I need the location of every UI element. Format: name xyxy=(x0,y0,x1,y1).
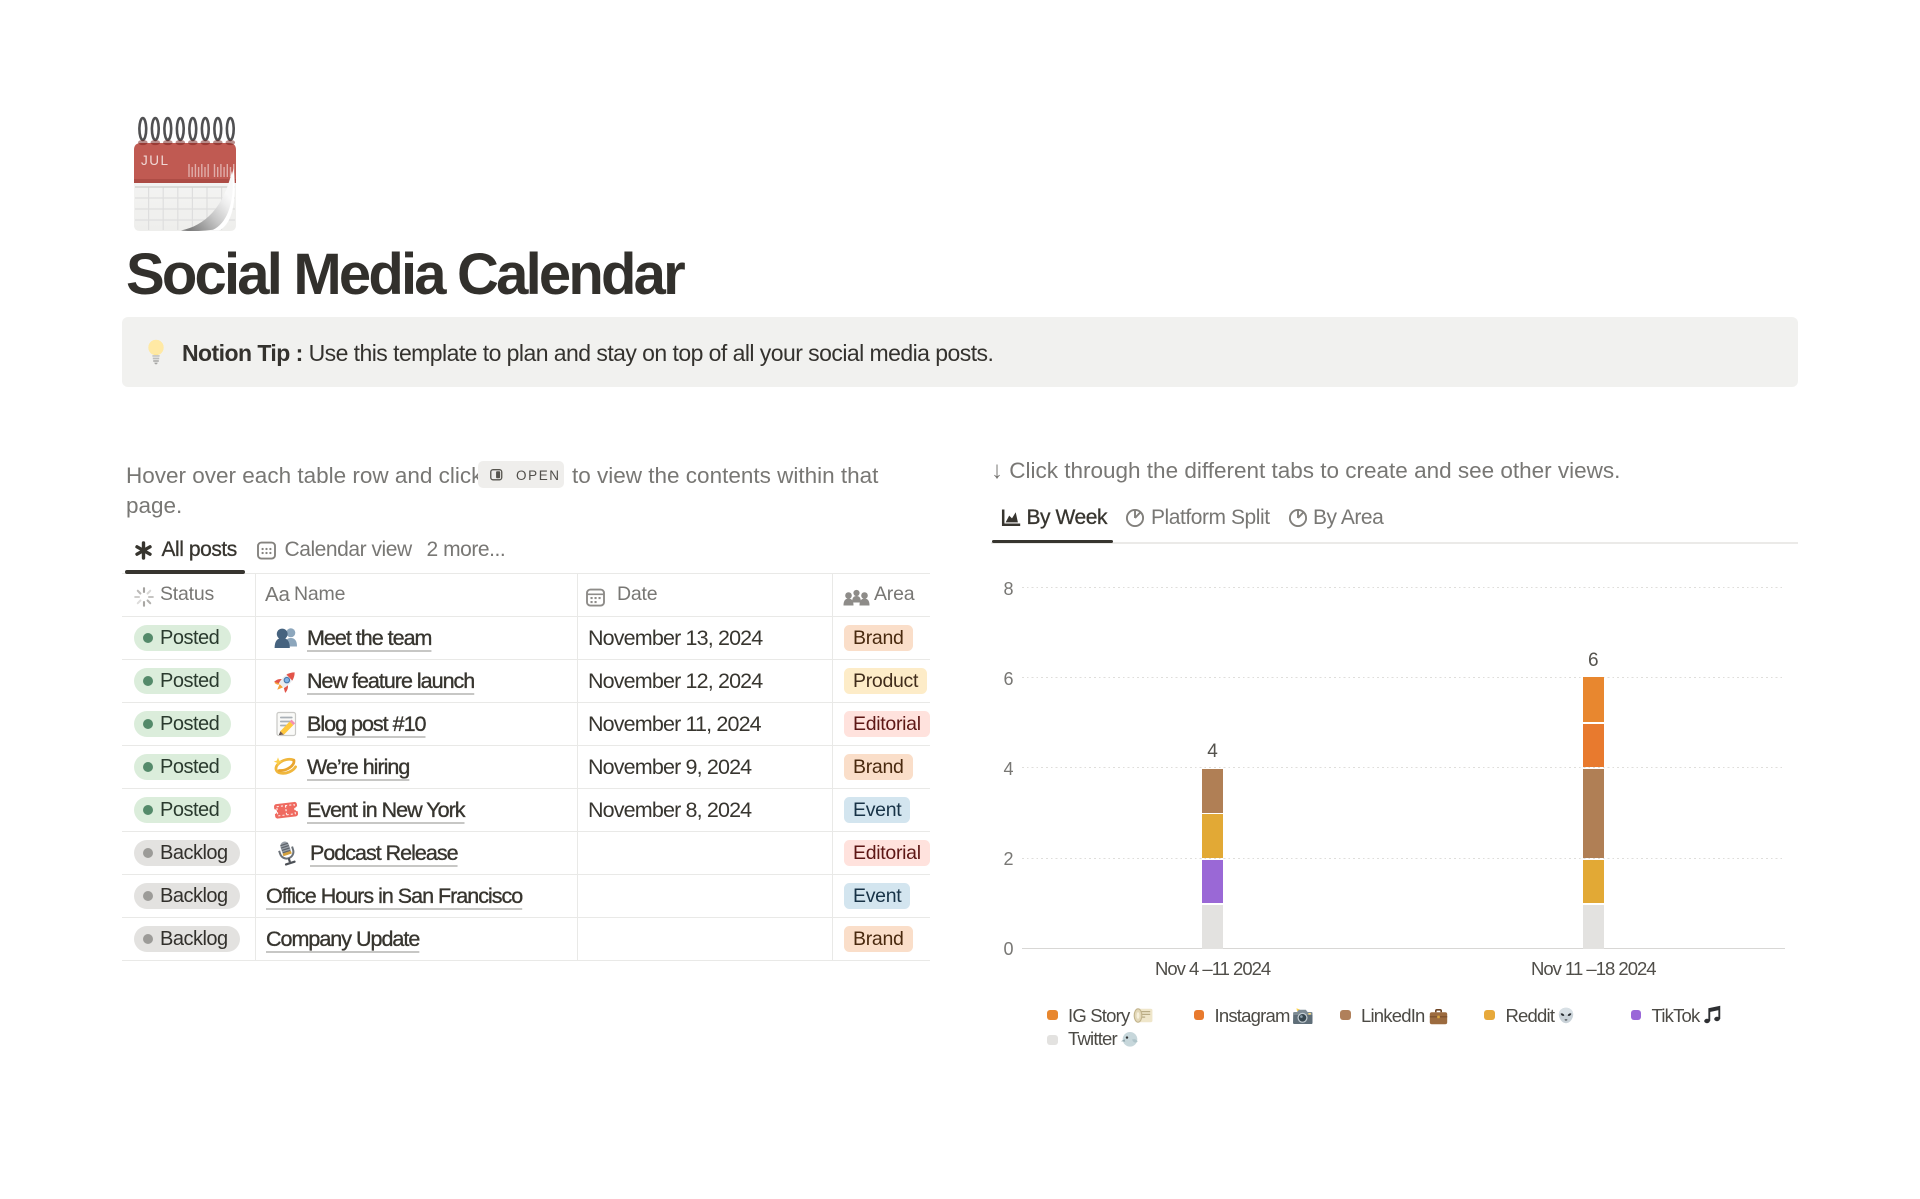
svg-text:JUL: JUL xyxy=(141,153,170,168)
